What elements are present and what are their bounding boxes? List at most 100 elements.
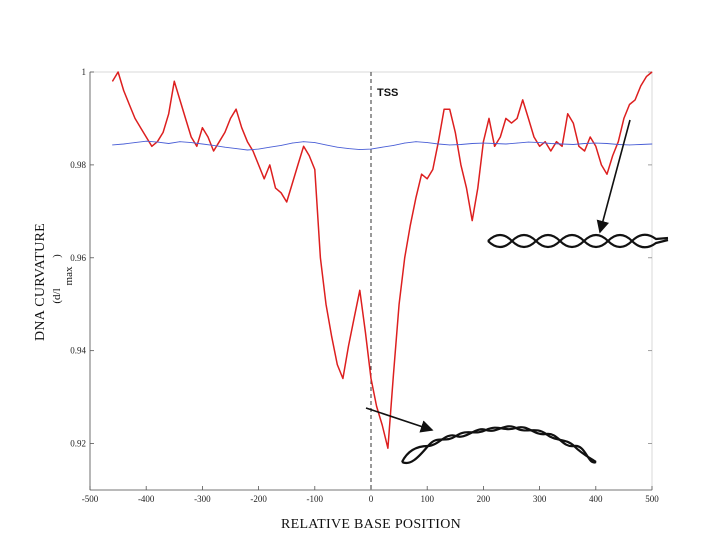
data-point [651,143,653,145]
y-tick-label: 0.92 [70,439,86,449]
data-point [617,144,619,145]
data-point [359,289,361,291]
data-point [348,345,349,347]
data-point [308,155,310,157]
data-point [364,331,366,333]
data-point [438,141,439,143]
data-point [314,169,316,170]
data-point [556,141,557,143]
data-point [336,146,338,148]
arrow-to-curved-helix [365,407,434,433]
data-point [162,131,164,133]
data-point [179,99,181,101]
data-point [471,143,473,144]
data-point [404,142,406,144]
data-point [145,140,147,142]
data-point [567,113,569,115]
data-point [460,164,462,166]
data-point [522,99,524,101]
y-axis-subtitle-subscript: max [63,266,75,285]
y-tick-label: 0.94 [70,346,86,356]
data-point [511,122,512,124]
data-point [320,257,321,259]
data-point [151,145,153,147]
series-line-baseline [112,140,653,151]
data-point [640,144,642,145]
data-point [370,148,372,150]
data-point [297,164,299,166]
data-point [381,424,383,426]
data-point [213,144,215,146]
data-point [291,183,293,184]
data-point [454,131,456,133]
x-axis-title: RELATIVE BASE POSITION [281,517,461,532]
data-point [348,148,349,150]
data-point [230,118,231,119]
data-point [415,141,417,143]
data-point [286,201,288,203]
data-point [263,178,265,180]
x-tick-label: -200 [250,494,267,504]
x-tick-label: -100 [307,494,324,504]
data-point [224,131,226,133]
data-point [246,149,248,151]
data-point [516,118,518,119]
data-point [634,99,636,101]
data-point [539,145,540,147]
x-tick-label: 100 [420,494,434,504]
data-point [246,141,248,143]
data-point [252,150,254,152]
data-point [190,136,192,138]
data-point [393,144,394,146]
data-point [207,136,209,138]
data-point [134,118,136,119]
data-point [168,113,170,115]
data-point [112,144,113,146]
y-tick-label: 1 [82,67,87,77]
data-point [561,145,563,147]
data-point [466,187,467,189]
data-point [235,108,237,110]
data-point [505,143,507,145]
data-point [438,143,439,145]
data-point [572,144,574,145]
series-group [111,71,653,449]
data-point [539,142,540,143]
data-point [128,104,130,105]
data-point [471,220,473,222]
data-point [584,143,585,144]
data-point [235,148,237,150]
data-point [381,146,383,148]
data-point [617,141,619,143]
data-point [179,141,181,143]
data-point [123,90,125,91]
data-point [269,164,271,166]
data-point [353,317,355,319]
data-point [303,141,304,143]
data-point [218,141,220,143]
data-point [651,71,653,73]
data-point [595,142,597,144]
data-point [460,144,462,145]
data-point [432,169,434,170]
data-point [213,150,215,152]
data-point [196,145,198,147]
data-point [640,85,642,87]
data-point [584,150,585,152]
data-point [202,127,203,129]
data-point [561,143,563,145]
data-point [505,118,507,119]
data-point [612,155,614,157]
data-point [606,173,608,175]
data-point [544,141,546,143]
dna-helix-straight-icon [487,233,669,249]
data-point [331,336,333,338]
data-point [623,118,625,119]
data-point [533,136,535,138]
data-point [280,192,282,194]
data-point [387,447,389,449]
data-point [376,406,378,407]
data-point [488,118,490,119]
data-point [443,108,445,110]
x-tick-label: 300 [533,494,547,504]
